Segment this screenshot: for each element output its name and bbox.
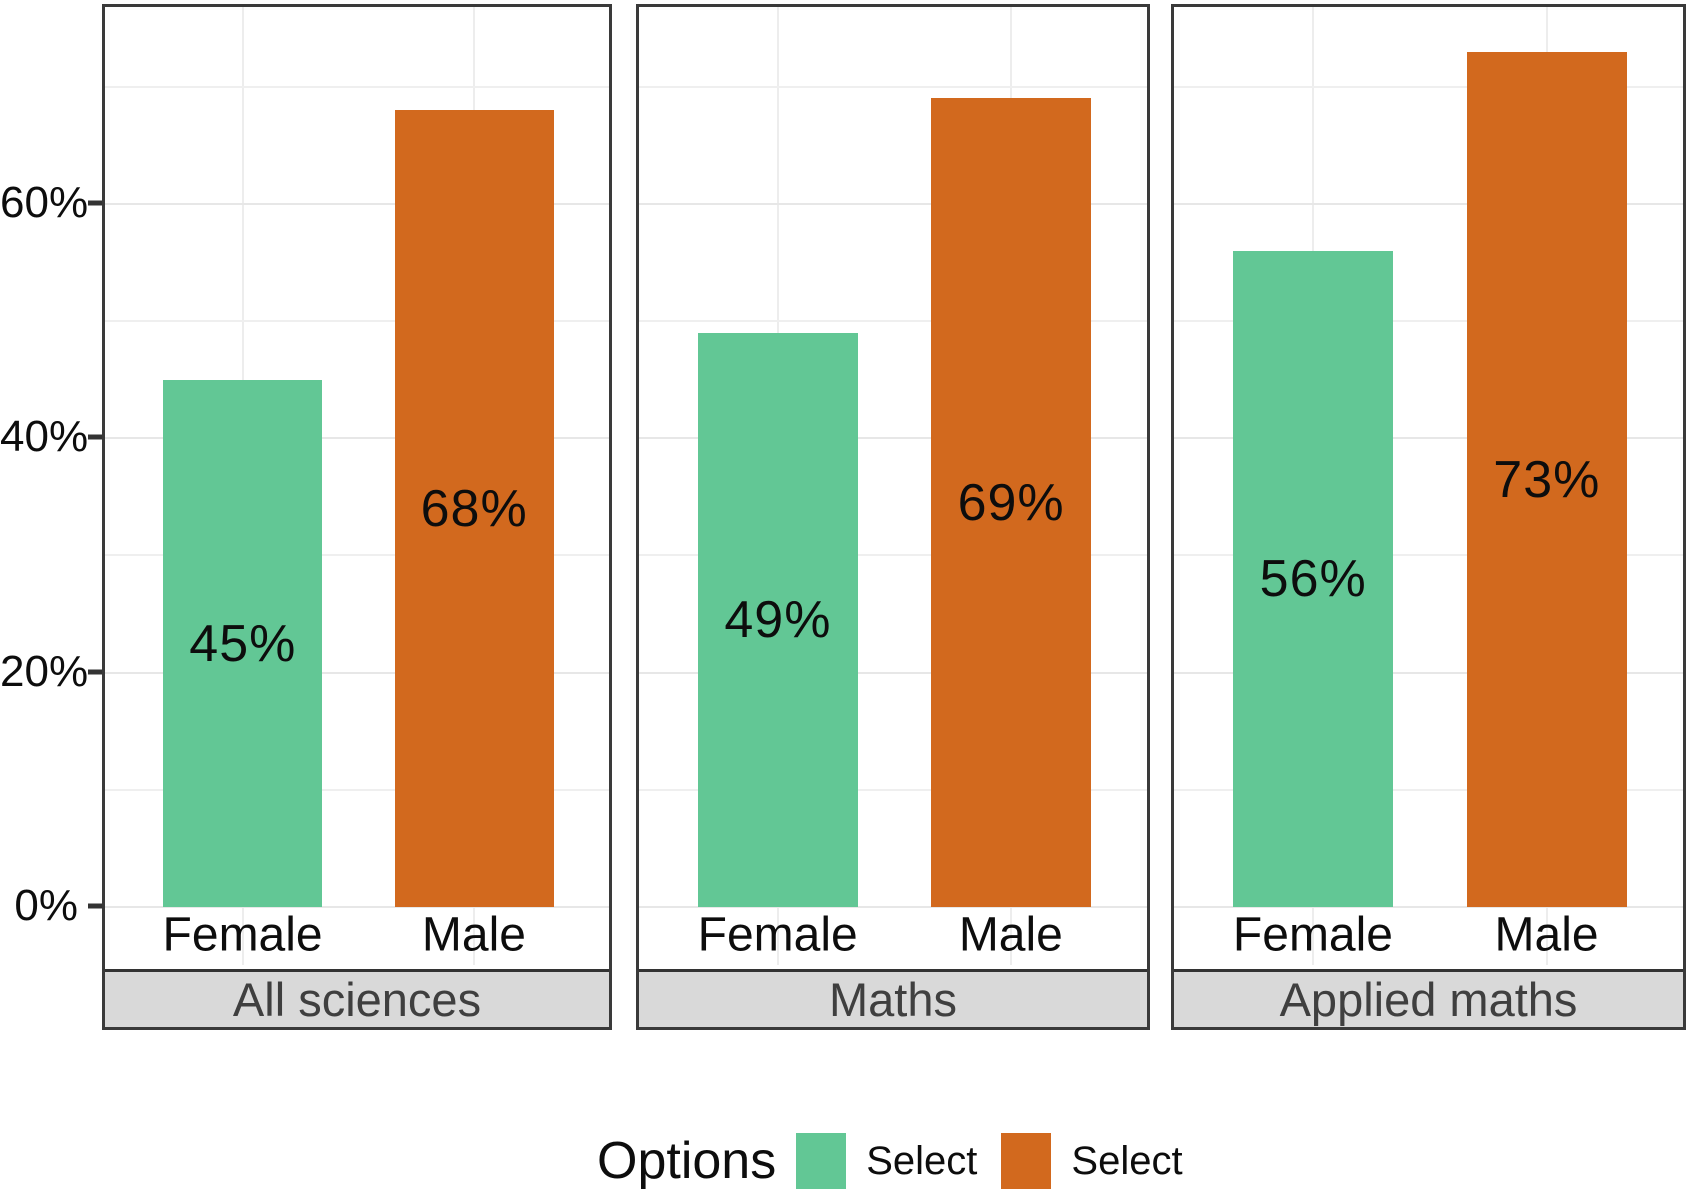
x-axis-labels: Female Male <box>1174 907 1683 967</box>
horizontal-gridline <box>639 672 1147 674</box>
x-category-label-male: Male <box>1494 908 1599 962</box>
facet-strip-label: All sciences <box>105 969 609 1027</box>
bar-male: 73% <box>1466 52 1627 907</box>
facet-strip-label: Applied maths <box>1174 969 1683 1027</box>
x-category-label-female: Female <box>697 908 858 962</box>
bar-female: 49% <box>697 333 858 907</box>
y-axis-label-40: 40% <box>0 412 89 461</box>
y-axis-label-20: 20% <box>0 647 89 696</box>
bar-male: 68% <box>394 110 554 907</box>
horizontal-gridline <box>1174 789 1683 791</box>
bar-female: 45% <box>163 380 323 907</box>
facet-strip-label: Maths <box>639 969 1147 1027</box>
bar-value-label: 68% <box>420 479 528 538</box>
legend: Options Select Select <box>597 1128 1207 1194</box>
horizontal-gridline <box>105 906 609 908</box>
horizontal-gridline <box>639 437 1147 439</box>
legend-entry-label: Select <box>1071 1138 1183 1183</box>
horizontal-gridline <box>1174 203 1683 205</box>
panel-plot: 56% 73% <box>1174 7 1683 908</box>
x-category-label-male: Male <box>421 908 526 962</box>
bar-value-label: 56% <box>1259 550 1367 608</box>
panel-plot: 49% 69% <box>639 7 1147 908</box>
bar-female: 56% <box>1233 251 1394 907</box>
x-axis-labels: Female Male <box>639 907 1147 967</box>
horizontal-gridline <box>1174 554 1683 556</box>
horizontal-gridline <box>1174 320 1683 322</box>
facet-panel-applied-maths: 56% 73% Female Male Applied maths <box>1171 4 1686 1030</box>
bar-value-label: 69% <box>957 473 1065 532</box>
horizontal-gridline <box>639 320 1147 322</box>
legend-title: Options <box>597 1132 777 1190</box>
horizontal-gridline <box>105 203 609 205</box>
horizontal-gridline <box>105 320 609 322</box>
y-axis-label-0: 0% <box>14 881 78 930</box>
y-axis-tick <box>88 434 102 440</box>
bar-value-label: 49% <box>724 591 832 649</box>
legend-swatch-orange <box>1001 1133 1052 1189</box>
panel-plot: 45% 68% <box>105 7 609 908</box>
facet-panel-all-sciences: 45% 68% Female Male All sciences <box>102 4 612 1030</box>
horizontal-gridline <box>1174 437 1683 439</box>
horizontal-gridline <box>639 906 1147 908</box>
y-axis-label-60: 60% <box>0 178 89 227</box>
legend-entry-label: Select <box>866 1138 978 1183</box>
horizontal-gridline <box>105 86 609 88</box>
horizontal-gridline <box>639 203 1147 205</box>
horizontal-gridline <box>105 554 609 556</box>
facet-panel-maths: 49% 69% Female Male Maths <box>636 4 1150 1030</box>
bar-value-label: 45% <box>189 614 297 673</box>
horizontal-gridline <box>639 789 1147 791</box>
horizontal-gridline <box>1174 906 1683 908</box>
horizontal-gridline <box>105 437 609 439</box>
horizontal-gridline <box>639 86 1147 88</box>
horizontal-gridline <box>639 554 1147 556</box>
x-category-label-male: Male <box>958 908 1063 962</box>
y-axis-tick <box>88 903 102 909</box>
horizontal-gridline <box>1174 86 1683 88</box>
bar-value-label: 73% <box>1493 450 1601 509</box>
bar-male: 69% <box>931 98 1092 907</box>
y-axis-tick <box>88 669 102 675</box>
horizontal-gridline <box>105 672 609 674</box>
horizontal-gridline <box>1174 672 1683 674</box>
x-category-label-female: Female <box>1232 908 1393 962</box>
y-axis-tick <box>88 200 102 206</box>
legend-swatch-green <box>796 1133 847 1189</box>
horizontal-gridline <box>105 789 609 791</box>
x-axis-labels: Female Male <box>105 907 609 967</box>
x-category-label-female: Female <box>162 908 323 962</box>
